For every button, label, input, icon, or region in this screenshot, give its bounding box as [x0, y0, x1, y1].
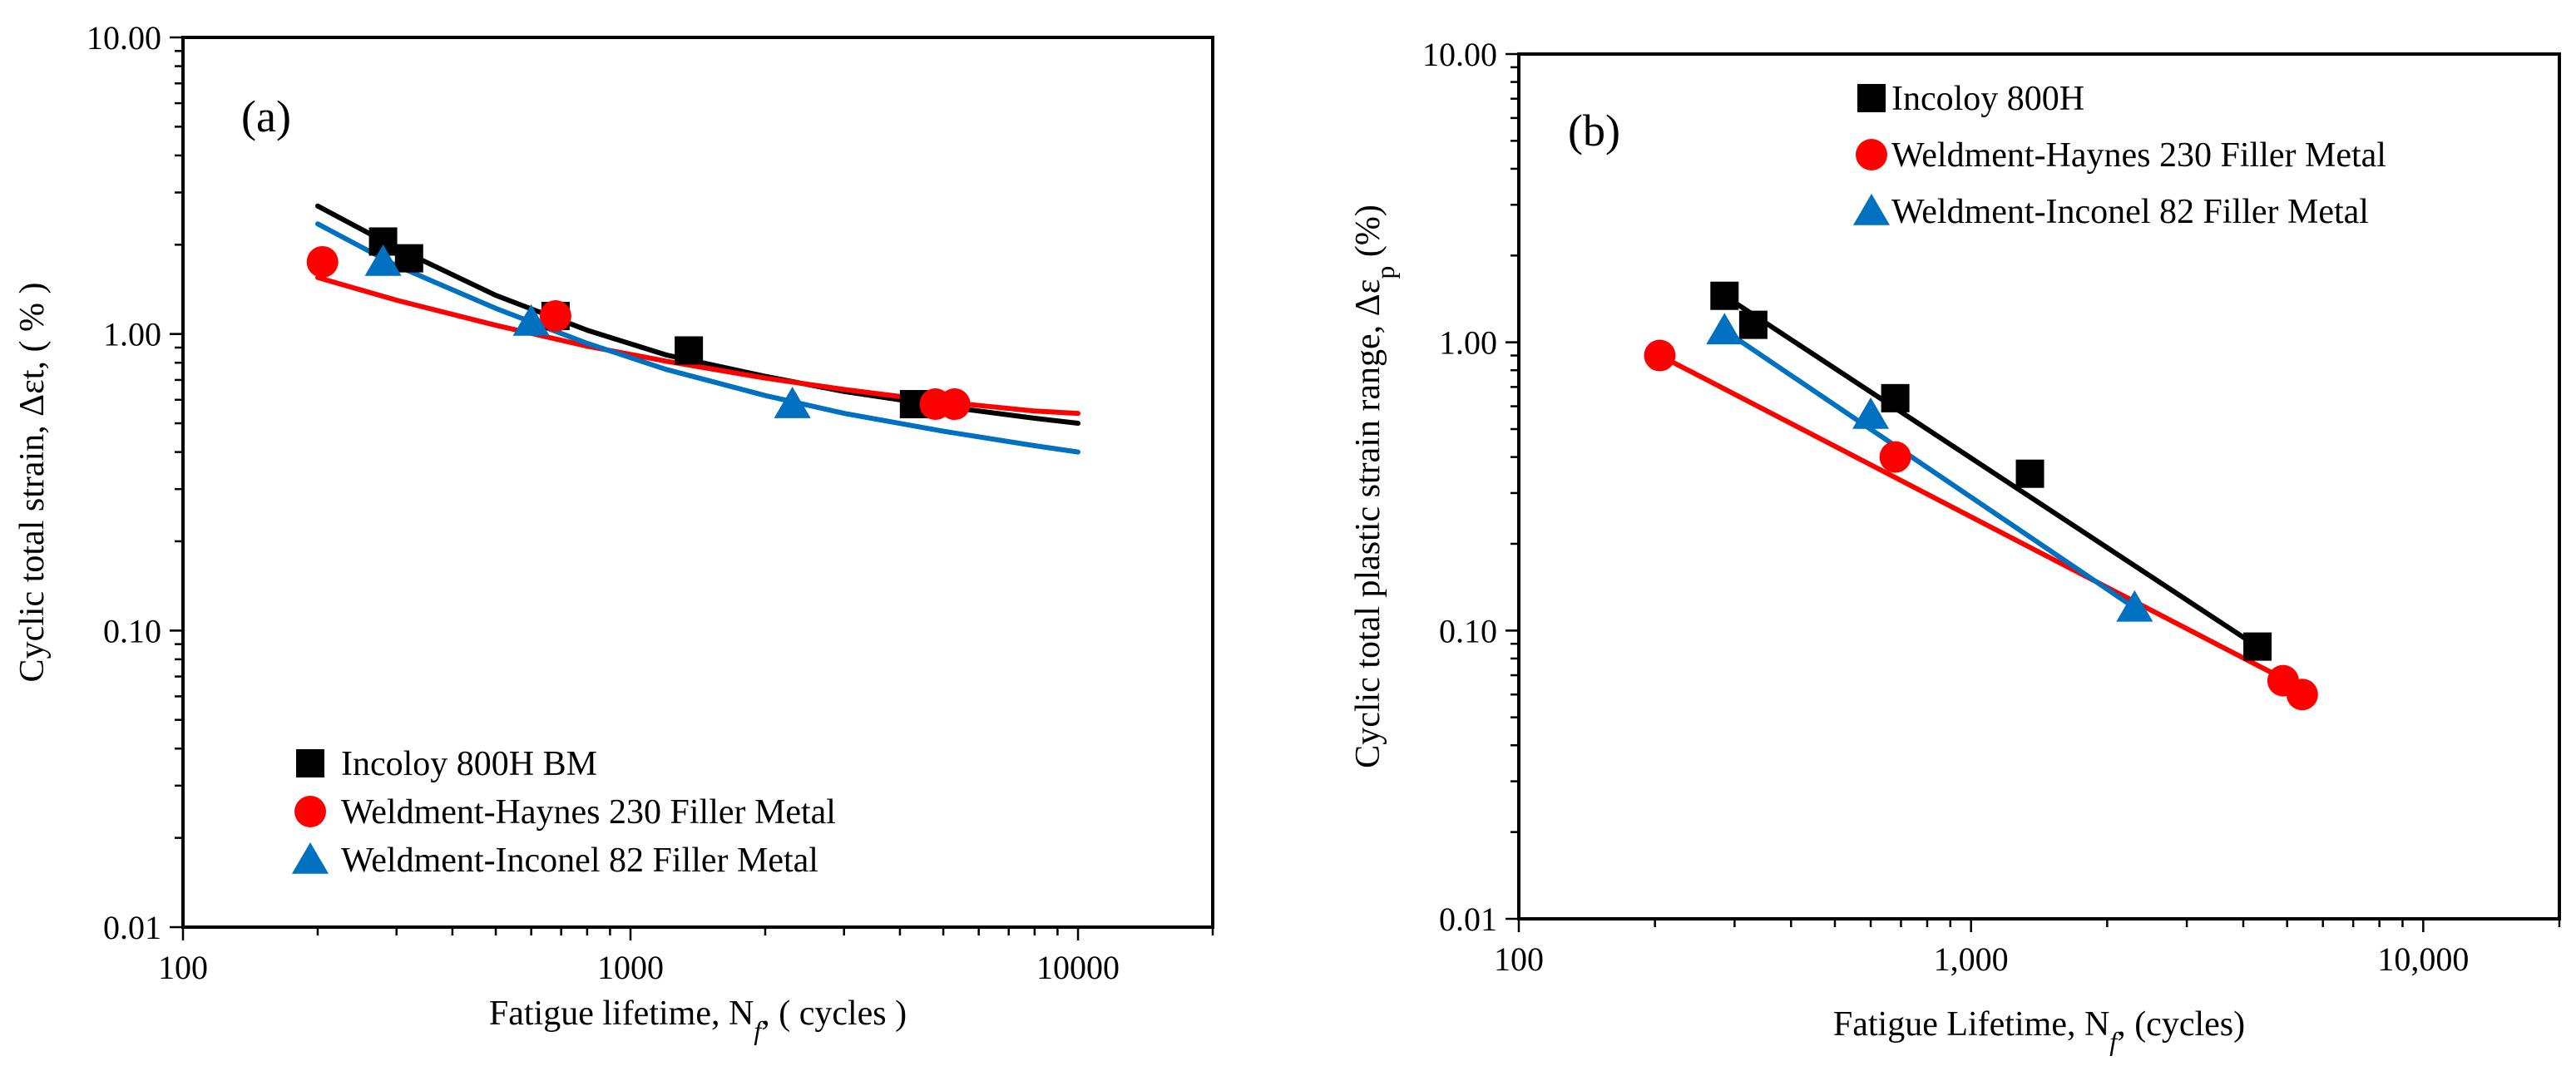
y-tick-label: 0.01 — [103, 909, 161, 946]
x-tick-label: 10,000 — [2377, 940, 2469, 978]
legend-label-series-2: Weldment-Haynes 230 Filler Metal — [1891, 136, 2386, 175]
x-tick-label: 100 — [158, 949, 208, 986]
data-point-series-2 — [1879, 441, 1911, 473]
data-point-series-1 — [1710, 281, 1739, 310]
data-point-series-1 — [2243, 632, 2272, 661]
fit-line-series-3 — [1722, 328, 2138, 610]
legend-marker-series-1 — [296, 749, 324, 777]
data-point-series-3 — [1852, 397, 1890, 429]
chart-panel-2: 100 1,000 10,000 0.01 0.10 1.00 10.00 Fatigue L… — [1349, 36, 2561, 1056]
data-point-series-1 — [1881, 383, 1910, 412]
x-axis-label: Fatigue lifetime, Nf, ( cycles ) — [489, 994, 907, 1045]
data-point-series-1 — [675, 336, 704, 365]
data-point-series-3 — [1706, 313, 1743, 345]
y-tick-label: 0.10 — [1439, 612, 1497, 649]
data-point-series-1 — [1738, 310, 1768, 339]
fit-line-series-3 — [315, 221, 1080, 455]
fit-line-series-1 — [315, 203, 1080, 426]
legend-marker-series-3 — [1852, 194, 1891, 225]
y-axis-label: Cyclic total strain, Δεt, ( % ) — [13, 283, 52, 683]
legend-marker-series-2 — [1856, 139, 1887, 170]
data-point-series-2 — [2286, 679, 2318, 711]
y-axis-label: Cyclic total plastic strain range, Δεp (… — [1349, 205, 1400, 768]
y-tick-label: 1.00 — [1439, 324, 1497, 362]
y-tick-label: 1.00 — [103, 316, 161, 353]
data-point-series-2 — [539, 300, 571, 333]
fit-line-series-2 — [315, 274, 1080, 417]
legend-label-series-1: Incoloy 800H BM — [341, 745, 597, 783]
legend-label-series-3: Weldment-Inconel 82 Filler Metal — [341, 842, 818, 880]
data-point-series-1 — [394, 244, 423, 273]
data-point-series-2 — [938, 388, 971, 421]
x-tick-label: 10000 — [1036, 949, 1120, 986]
y-tick-label: 10.00 — [1422, 36, 1497, 73]
legend-label-series-1: Incoloy 800H — [1891, 80, 2084, 118]
legend-marker-series-3 — [291, 842, 329, 874]
plot-frame — [181, 36, 1214, 929]
legend-marker-series-2 — [294, 796, 326, 827]
chart-panel-1: 100 1000 10000 0.01 0.10 1.00 10.00 Fatigue lif… — [13, 19, 1214, 1045]
data-point-series-2 — [1644, 339, 1676, 372]
data-point-series-2 — [306, 245, 339, 278]
data-point-series-1 — [2015, 459, 2044, 488]
fit-line-series-1 — [1722, 293, 2261, 649]
panel-label: (b) — [1568, 106, 1620, 155]
legend-marker-series-1 — [1857, 84, 1886, 112]
legend-label-series-3: Weldment-Inconel 82 Filler Metal — [1891, 193, 2369, 231]
data-point-series-3 — [364, 244, 402, 276]
data-point-series-3 — [512, 304, 550, 336]
plot-frame — [1517, 52, 2561, 920]
data-point-series-3 — [2116, 590, 2153, 622]
panel-label: (a) — [241, 91, 291, 141]
y-tick-label: 10.00 — [87, 19, 161, 57]
x-tick-label: 1000 — [597, 949, 664, 986]
x-tick-label: 100 — [1494, 940, 1544, 978]
fit-line-series-2 — [1657, 353, 2290, 684]
x-tick-label: 1,000 — [1934, 940, 2009, 978]
y-tick-label: 0.01 — [1439, 901, 1497, 938]
y-tick-label: 0.10 — [103, 612, 161, 649]
x-axis-label: Fatigue Lifetime, Nf, (cycles) — [1833, 1005, 2245, 1056]
legend-label-series-2: Weldment-Haynes 230 Filler Metal — [341, 793, 836, 832]
data-point-series-3 — [774, 387, 811, 418]
